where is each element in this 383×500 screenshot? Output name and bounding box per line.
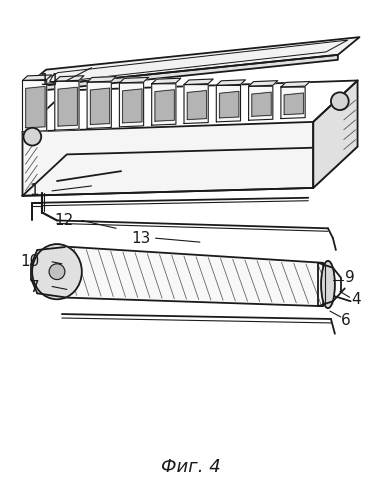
Text: Фиг. 4: Фиг. 4: [161, 458, 221, 476]
Polygon shape: [184, 84, 208, 124]
Circle shape: [23, 128, 41, 146]
Polygon shape: [23, 75, 52, 80]
Polygon shape: [313, 80, 358, 188]
Text: 7: 7: [29, 280, 39, 295]
Text: 10: 10: [21, 254, 40, 270]
Polygon shape: [284, 93, 303, 114]
Polygon shape: [57, 246, 323, 306]
Text: 14: 14: [39, 73, 59, 88]
Text: 12: 12: [54, 213, 74, 228]
Polygon shape: [252, 92, 271, 116]
Polygon shape: [25, 55, 338, 92]
Polygon shape: [155, 90, 174, 121]
Polygon shape: [281, 87, 305, 118]
Text: 6: 6: [341, 314, 350, 328]
Polygon shape: [119, 83, 144, 127]
Polygon shape: [55, 82, 79, 130]
Ellipse shape: [32, 244, 82, 300]
Polygon shape: [23, 146, 358, 196]
Polygon shape: [23, 80, 47, 132]
Polygon shape: [281, 82, 310, 87]
Text: 1: 1: [29, 184, 39, 198]
Polygon shape: [187, 90, 206, 120]
Polygon shape: [216, 86, 241, 122]
Polygon shape: [23, 122, 313, 196]
Ellipse shape: [321, 261, 335, 308]
Polygon shape: [184, 79, 213, 84]
Polygon shape: [26, 86, 45, 128]
Polygon shape: [25, 37, 360, 88]
Polygon shape: [123, 89, 142, 123]
Text: 9: 9: [345, 270, 355, 285]
Polygon shape: [87, 82, 111, 128]
Circle shape: [49, 264, 65, 280]
Polygon shape: [55, 76, 84, 82]
Text: 4: 4: [351, 292, 360, 307]
Polygon shape: [119, 78, 149, 83]
Polygon shape: [152, 84, 176, 125]
Text: 13: 13: [131, 230, 151, 246]
Polygon shape: [249, 86, 273, 120]
Polygon shape: [87, 76, 116, 82]
Polygon shape: [58, 87, 77, 126]
Circle shape: [331, 92, 349, 110]
Polygon shape: [219, 92, 239, 118]
Polygon shape: [216, 80, 246, 86]
Polygon shape: [152, 78, 181, 84]
Polygon shape: [90, 88, 110, 124]
Polygon shape: [249, 80, 278, 86]
